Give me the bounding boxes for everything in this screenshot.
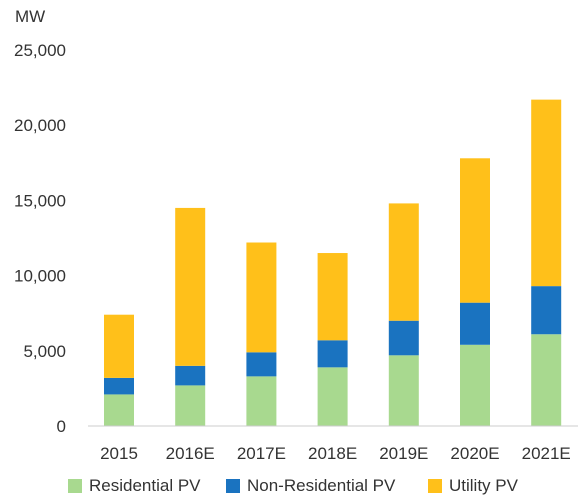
legend-item-residential: Residential PV	[68, 476, 201, 496]
legend: Residential PV Non-Residential PV Utilit…	[0, 476, 580, 502]
legend-label-non-residential: Non-Residential PV	[247, 476, 396, 495]
bar-stack-2015	[104, 314, 134, 426]
bar-segment-residential-pv	[175, 385, 206, 426]
bar-segment-residential-pv	[531, 334, 562, 426]
bar-stack-2018e	[317, 253, 348, 426]
legend-swatch-residential	[68, 479, 82, 493]
bar-segment-residential-pv	[104, 394, 134, 426]
bar-segment-utility-pv	[460, 158, 490, 303]
bar-segment-utility-pv	[246, 242, 277, 353]
y-tick-label: 25,000	[14, 41, 66, 60]
bar-segment-non-residential-pv	[104, 377, 134, 395]
bar-segment-residential-pv	[460, 344, 490, 426]
bar-segment-utility-pv	[388, 203, 419, 321]
y-tick-label: 15,000	[14, 191, 66, 210]
bar-segment-non-residential-pv	[460, 302, 490, 345]
bar-segment-residential-pv	[246, 376, 277, 426]
legend-swatch-utility	[428, 479, 442, 493]
x-tick-label: 2020E	[450, 444, 499, 463]
x-tick-label: 2017E	[237, 444, 286, 463]
bar-segment-non-residential-pv	[388, 320, 419, 356]
x-tick-label: 2021E	[522, 444, 571, 463]
x-axis-ticks: 2015 2016E 2017E 2018E 2019E 2020E 2021E	[100, 444, 571, 463]
x-tick-label: 2018E	[308, 444, 357, 463]
bar-segment-utility-pv	[531, 99, 562, 287]
bar-segment-non-residential-pv	[531, 286, 562, 335]
bar-segment-utility-pv	[175, 207, 206, 366]
x-tick-label: 2015	[100, 444, 138, 463]
legend-item-utility: Utility PV	[428, 476, 518, 496]
bar-segment-residential-pv	[388, 355, 419, 426]
y-tick-label: 10,000	[14, 267, 66, 286]
y-tick-label: 20,000	[14, 116, 66, 135]
bar-segment-utility-pv	[104, 314, 134, 378]
y-tick-label: 0	[57, 417, 66, 436]
y-axis-unit-label: MW	[15, 7, 45, 26]
bar-stack-2019e	[388, 203, 419, 426]
legend-swatch-non-residential	[226, 479, 240, 493]
y-axis-ticks: 0 5,000 10,000 15,000 20,000 25,000	[14, 41, 66, 436]
legend-item-non-residential: Non-Residential PV	[226, 476, 395, 496]
bar-segment-non-residential-pv	[175, 365, 206, 386]
y-tick-label: 5,000	[23, 342, 66, 361]
bar-segment-non-residential-pv	[317, 340, 348, 368]
bar-stack-2021e	[531, 99, 562, 426]
bar-segment-non-residential-pv	[246, 352, 277, 377]
legend-label-utility: Utility PV	[449, 476, 518, 495]
bar-segment-utility-pv	[317, 253, 348, 341]
bar-stack-2020e	[460, 158, 490, 426]
bar-stack-2016e	[175, 207, 206, 426]
bar-groups	[104, 99, 562, 426]
x-tick-label: 2016E	[166, 444, 215, 463]
bar-stack-2017e	[246, 242, 277, 426]
x-tick-label: 2019E	[379, 444, 428, 463]
bar-segment-residential-pv	[317, 367, 348, 426]
legend-label-residential: Residential PV	[89, 476, 201, 495]
